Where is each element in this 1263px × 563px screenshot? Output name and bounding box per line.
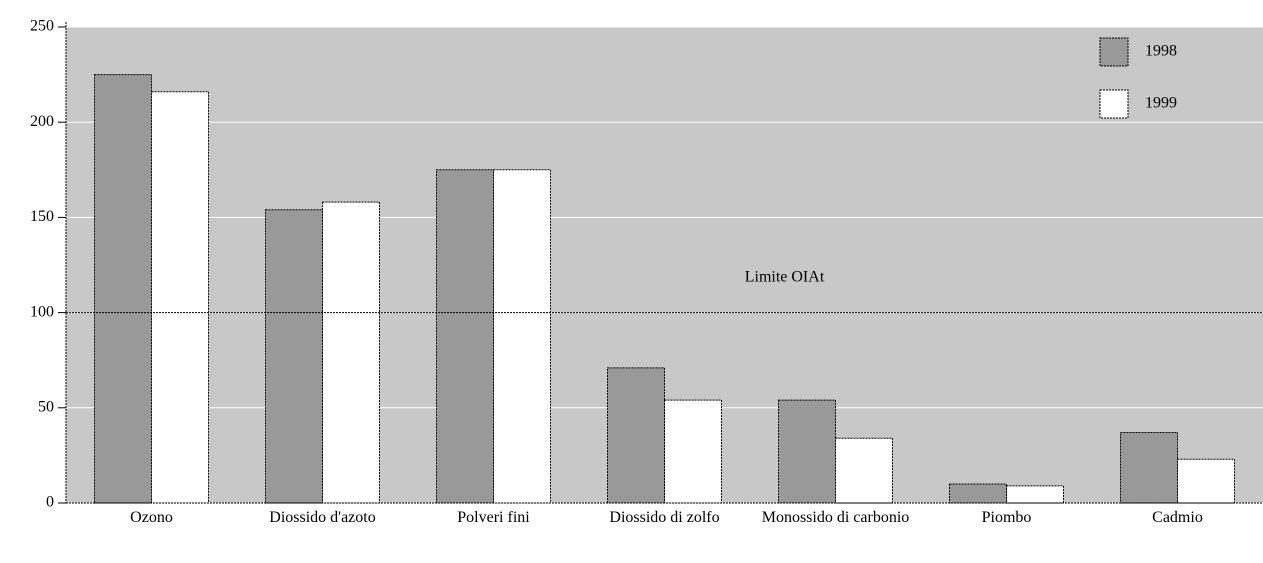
x-tick-label: Polveri fini bbox=[457, 509, 530, 526]
bar bbox=[949, 483, 1007, 504]
y-tick-label: 100 bbox=[30, 303, 54, 320]
y-tick-label: 150 bbox=[30, 208, 54, 225]
legend-swatch bbox=[1099, 89, 1129, 119]
bar bbox=[778, 399, 836, 504]
x-tick-label: Ozono bbox=[130, 509, 173, 526]
x-tick-label: Diossido di zolfo bbox=[609, 509, 720, 526]
legend-label: 1998 bbox=[1145, 43, 1177, 60]
y-tick-label: 50 bbox=[38, 398, 54, 415]
bar bbox=[607, 367, 665, 504]
reference-label: Limite OIAt bbox=[745, 268, 825, 285]
bar bbox=[94, 74, 152, 504]
bar bbox=[1006, 485, 1064, 504]
bar bbox=[1120, 432, 1178, 504]
legend-swatch bbox=[1099, 37, 1129, 67]
legend-label: 1999 bbox=[1145, 95, 1177, 112]
bar bbox=[1177, 458, 1235, 504]
bar bbox=[835, 437, 893, 504]
bar bbox=[493, 169, 551, 504]
y-tick-label: 200 bbox=[30, 113, 54, 130]
x-tick-label: Piombo bbox=[981, 509, 1032, 526]
y-tick-label: 0 bbox=[46, 494, 54, 511]
bar bbox=[664, 399, 722, 504]
x-tick-label: Diossido d'azoto bbox=[269, 509, 376, 526]
x-tick-label: Monossido di carbonio bbox=[761, 509, 910, 526]
y-tick-label: 250 bbox=[30, 18, 54, 35]
bar bbox=[322, 201, 380, 504]
x-tick-label: Cadmio bbox=[1152, 509, 1203, 526]
bar bbox=[436, 169, 494, 504]
bar bbox=[265, 209, 323, 504]
bar bbox=[151, 91, 209, 504]
